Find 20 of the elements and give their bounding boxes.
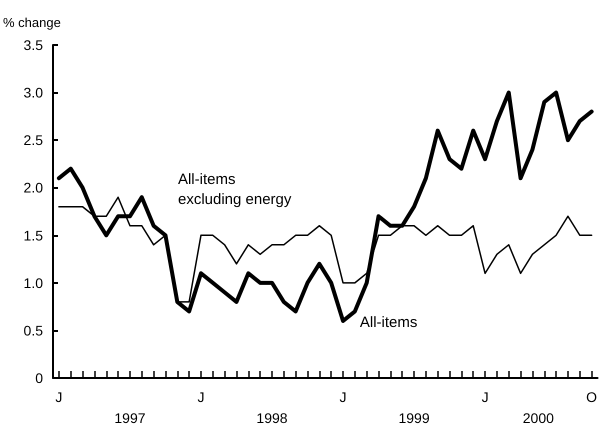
y-tick-label: 0 bbox=[35, 370, 44, 386]
y-tick-label: 3.5 bbox=[24, 37, 44, 53]
x-tick-label: J bbox=[482, 389, 489, 405]
text: 1998 bbox=[256, 410, 288, 426]
y-tick-label: 1.5 bbox=[24, 227, 44, 244]
text: 1997 bbox=[114, 410, 146, 426]
x-tick-label: J bbox=[197, 389, 204, 405]
text: 1999 bbox=[398, 410, 430, 426]
series-label: All-items bbox=[360, 314, 418, 331]
y-tick-label: 2.5 bbox=[24, 132, 44, 148]
text: 2000 bbox=[522, 410, 554, 426]
y-tick-label: 1.0 bbox=[24, 274, 44, 291]
y-tick-label: 0.5 bbox=[24, 322, 44, 338]
x-tick-label: O bbox=[586, 389, 598, 405]
x-tick-label: J bbox=[55, 389, 62, 405]
y-axis-title: % change bbox=[3, 15, 61, 30]
x-tick-label: J bbox=[340, 389, 347, 405]
y-tick-label: 3.0 bbox=[24, 84, 44, 101]
series-label: All-items excluding energy bbox=[178, 170, 292, 208]
y-tick-label: 2.0 bbox=[24, 180, 44, 196]
